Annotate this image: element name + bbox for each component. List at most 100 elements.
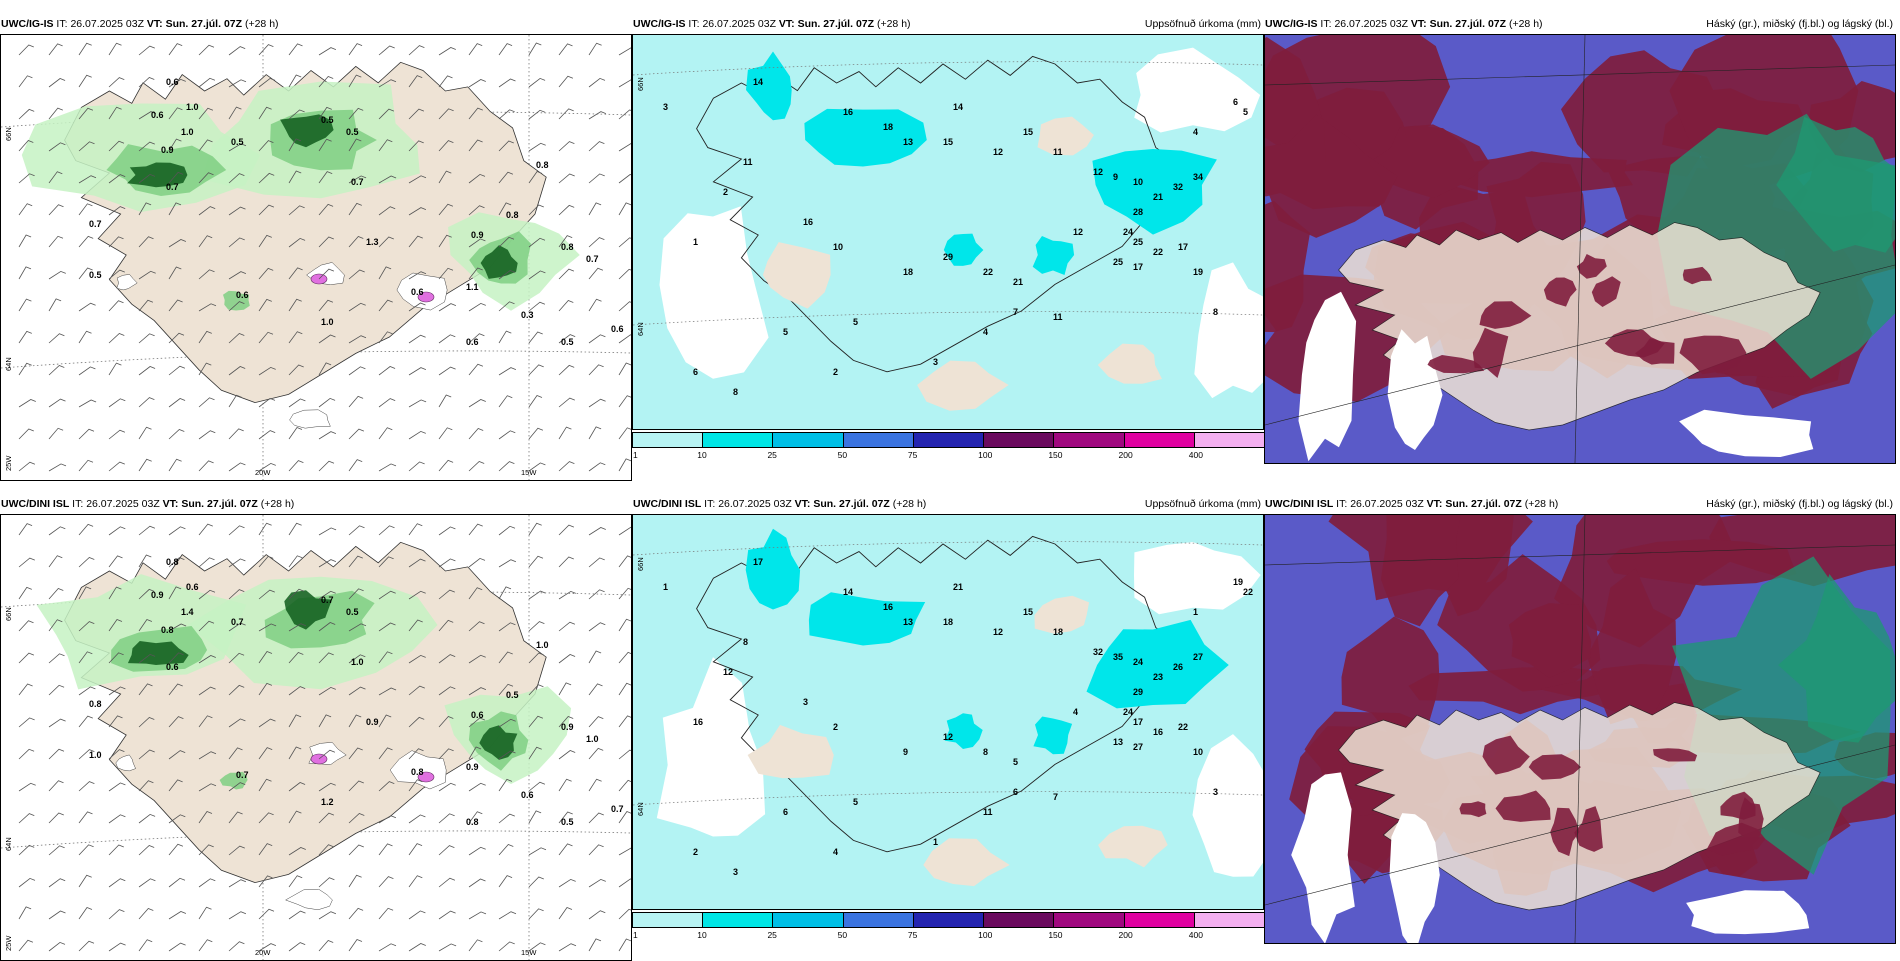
wind-barb (438, 619, 454, 632)
wind-barb (498, 140, 514, 152)
wind-barb (408, 685, 425, 696)
cloud-panel-bottom: UWC/DINI ISL IT: 26.07.2025 03Z VT: Sun.… (1264, 494, 1896, 944)
wind-barb (558, 141, 575, 152)
colorbar-tick-label: 1 (633, 450, 638, 460)
wind-barb (48, 653, 65, 664)
wind-barb (618, 587, 631, 600)
wind-barb (48, 684, 65, 696)
wind-barb (138, 683, 153, 696)
wind-barb (498, 109, 515, 120)
longitude-label: 20W (255, 468, 271, 477)
precip-value: 14 (843, 587, 853, 597)
wind-barb (468, 939, 483, 952)
colorbar-swatch (983, 432, 1055, 448)
wind-barb (588, 622, 606, 632)
wind-barb (558, 750, 576, 760)
wind-barb (438, 845, 455, 856)
wind-barb (168, 429, 185, 440)
wind-barb (228, 652, 245, 664)
high-cloud-area (1482, 735, 1530, 775)
colorbar-tick-label: 400 (1188, 930, 1203, 940)
wind-barb (78, 811, 93, 824)
wind-barb (588, 298, 602, 312)
wind-barb (258, 204, 275, 216)
glacier (396, 272, 448, 311)
gust-value: 0.7 (236, 770, 249, 780)
wind-barb (468, 107, 483, 120)
wind-barb (138, 653, 156, 664)
vt-label: VT: (794, 498, 811, 510)
precip-map[interactable]: 1 17 14 16 13 18 21 12 15 18 32 35 24 23 26 27 29 24 17 16 2… (632, 514, 1264, 910)
cloud-map[interactable] (1264, 34, 1896, 464)
wind-barb (528, 301, 546, 312)
precip-value: 6 (783, 807, 788, 817)
wind-barb (468, 238, 486, 248)
wind-barb (588, 650, 602, 664)
wind-barb (228, 718, 246, 728)
wind-barb (528, 427, 544, 440)
wind-barb (168, 911, 187, 920)
panel-title: Háský (gr.), miðský (fj.bl.) og lágský (… (1706, 498, 1893, 510)
wind-barb (618, 715, 631, 728)
no-precip-area (1192, 734, 1263, 877)
wind-barb (48, 748, 65, 760)
wind-barb (588, 398, 606, 408)
wind-gust-area (127, 641, 189, 665)
wind-barb (558, 426, 572, 440)
wind-barb (348, 907, 364, 920)
wind-barb (168, 652, 184, 664)
precip-map[interactable]: 3 14 16 18 13 15 14 12 15 11 12 9 10 21 32 34 28 24 25 22 17… (632, 34, 1264, 430)
wind-barb (408, 235, 423, 248)
precip-value: 8 (733, 387, 738, 397)
wind-barb (468, 557, 486, 568)
it-value: 26.07.2025 03Z (1350, 498, 1424, 510)
latitude-label: 66N (636, 557, 645, 571)
wind-barb (138, 111, 157, 120)
vt-value: Sun. 27.júl. 07Z (813, 498, 890, 510)
clear-sky-area (1686, 890, 1810, 935)
precip-area (1092, 149, 1217, 235)
wind-barb (348, 874, 362, 888)
it-value: 26.07.2025 03Z (86, 498, 160, 510)
wind-barb (558, 590, 576, 600)
wind-barb (258, 718, 276, 728)
wind-barb (408, 843, 423, 856)
wind-barb (558, 716, 574, 728)
wind-barb (528, 42, 542, 56)
wind-barb (588, 364, 604, 376)
wind-barb (588, 589, 605, 600)
wind-barb (258, 943, 277, 952)
wind-map[interactable]: 0.8 0.6 0.9 0.8 1.4 0.7 0.5 1.0 0.8 1.0 0.7 0.9 1.2 0… (0, 514, 632, 961)
gust-value: 0.5 (89, 270, 102, 280)
wind-barb (228, 879, 247, 888)
wind-barb (18, 683, 33, 696)
wind-barb (468, 267, 483, 280)
max-wind-spot (417, 771, 435, 783)
wind-barb (288, 138, 302, 152)
wind-barb (168, 266, 182, 280)
precip-area (1086, 619, 1229, 709)
wind-barb (228, 525, 245, 536)
wind-map[interactable]: 0.6 1.0 0.6 0.9 1.0 0.5 0.5 0.8 0.7 0.5 0.6 1.1 1.0 0… (0, 34, 632, 481)
wind-barb (258, 747, 273, 760)
precip-value: 10 (1193, 747, 1203, 757)
wind-barb (318, 940, 334, 952)
wind-barb (18, 330, 32, 344)
wind-barb (198, 751, 217, 760)
high-cloud-area (1427, 355, 1485, 374)
precip-value: 17 (1133, 717, 1143, 727)
wind-barb (48, 43, 63, 56)
gust-value: 0.9 (161, 145, 174, 155)
wind-barb (108, 333, 125, 344)
wind-barb (228, 941, 245, 952)
wind-barb (18, 906, 32, 920)
wind-barb (618, 202, 631, 216)
precip-value: 8 (743, 637, 748, 647)
wind-barb (318, 138, 332, 152)
wind-barb (408, 75, 423, 88)
wind-barb (498, 750, 516, 760)
cloud-map[interactable] (1264, 514, 1896, 944)
wind-barb (318, 299, 334, 312)
precip-value: 29 (943, 252, 953, 262)
precip-value: 6 (1013, 787, 1018, 797)
